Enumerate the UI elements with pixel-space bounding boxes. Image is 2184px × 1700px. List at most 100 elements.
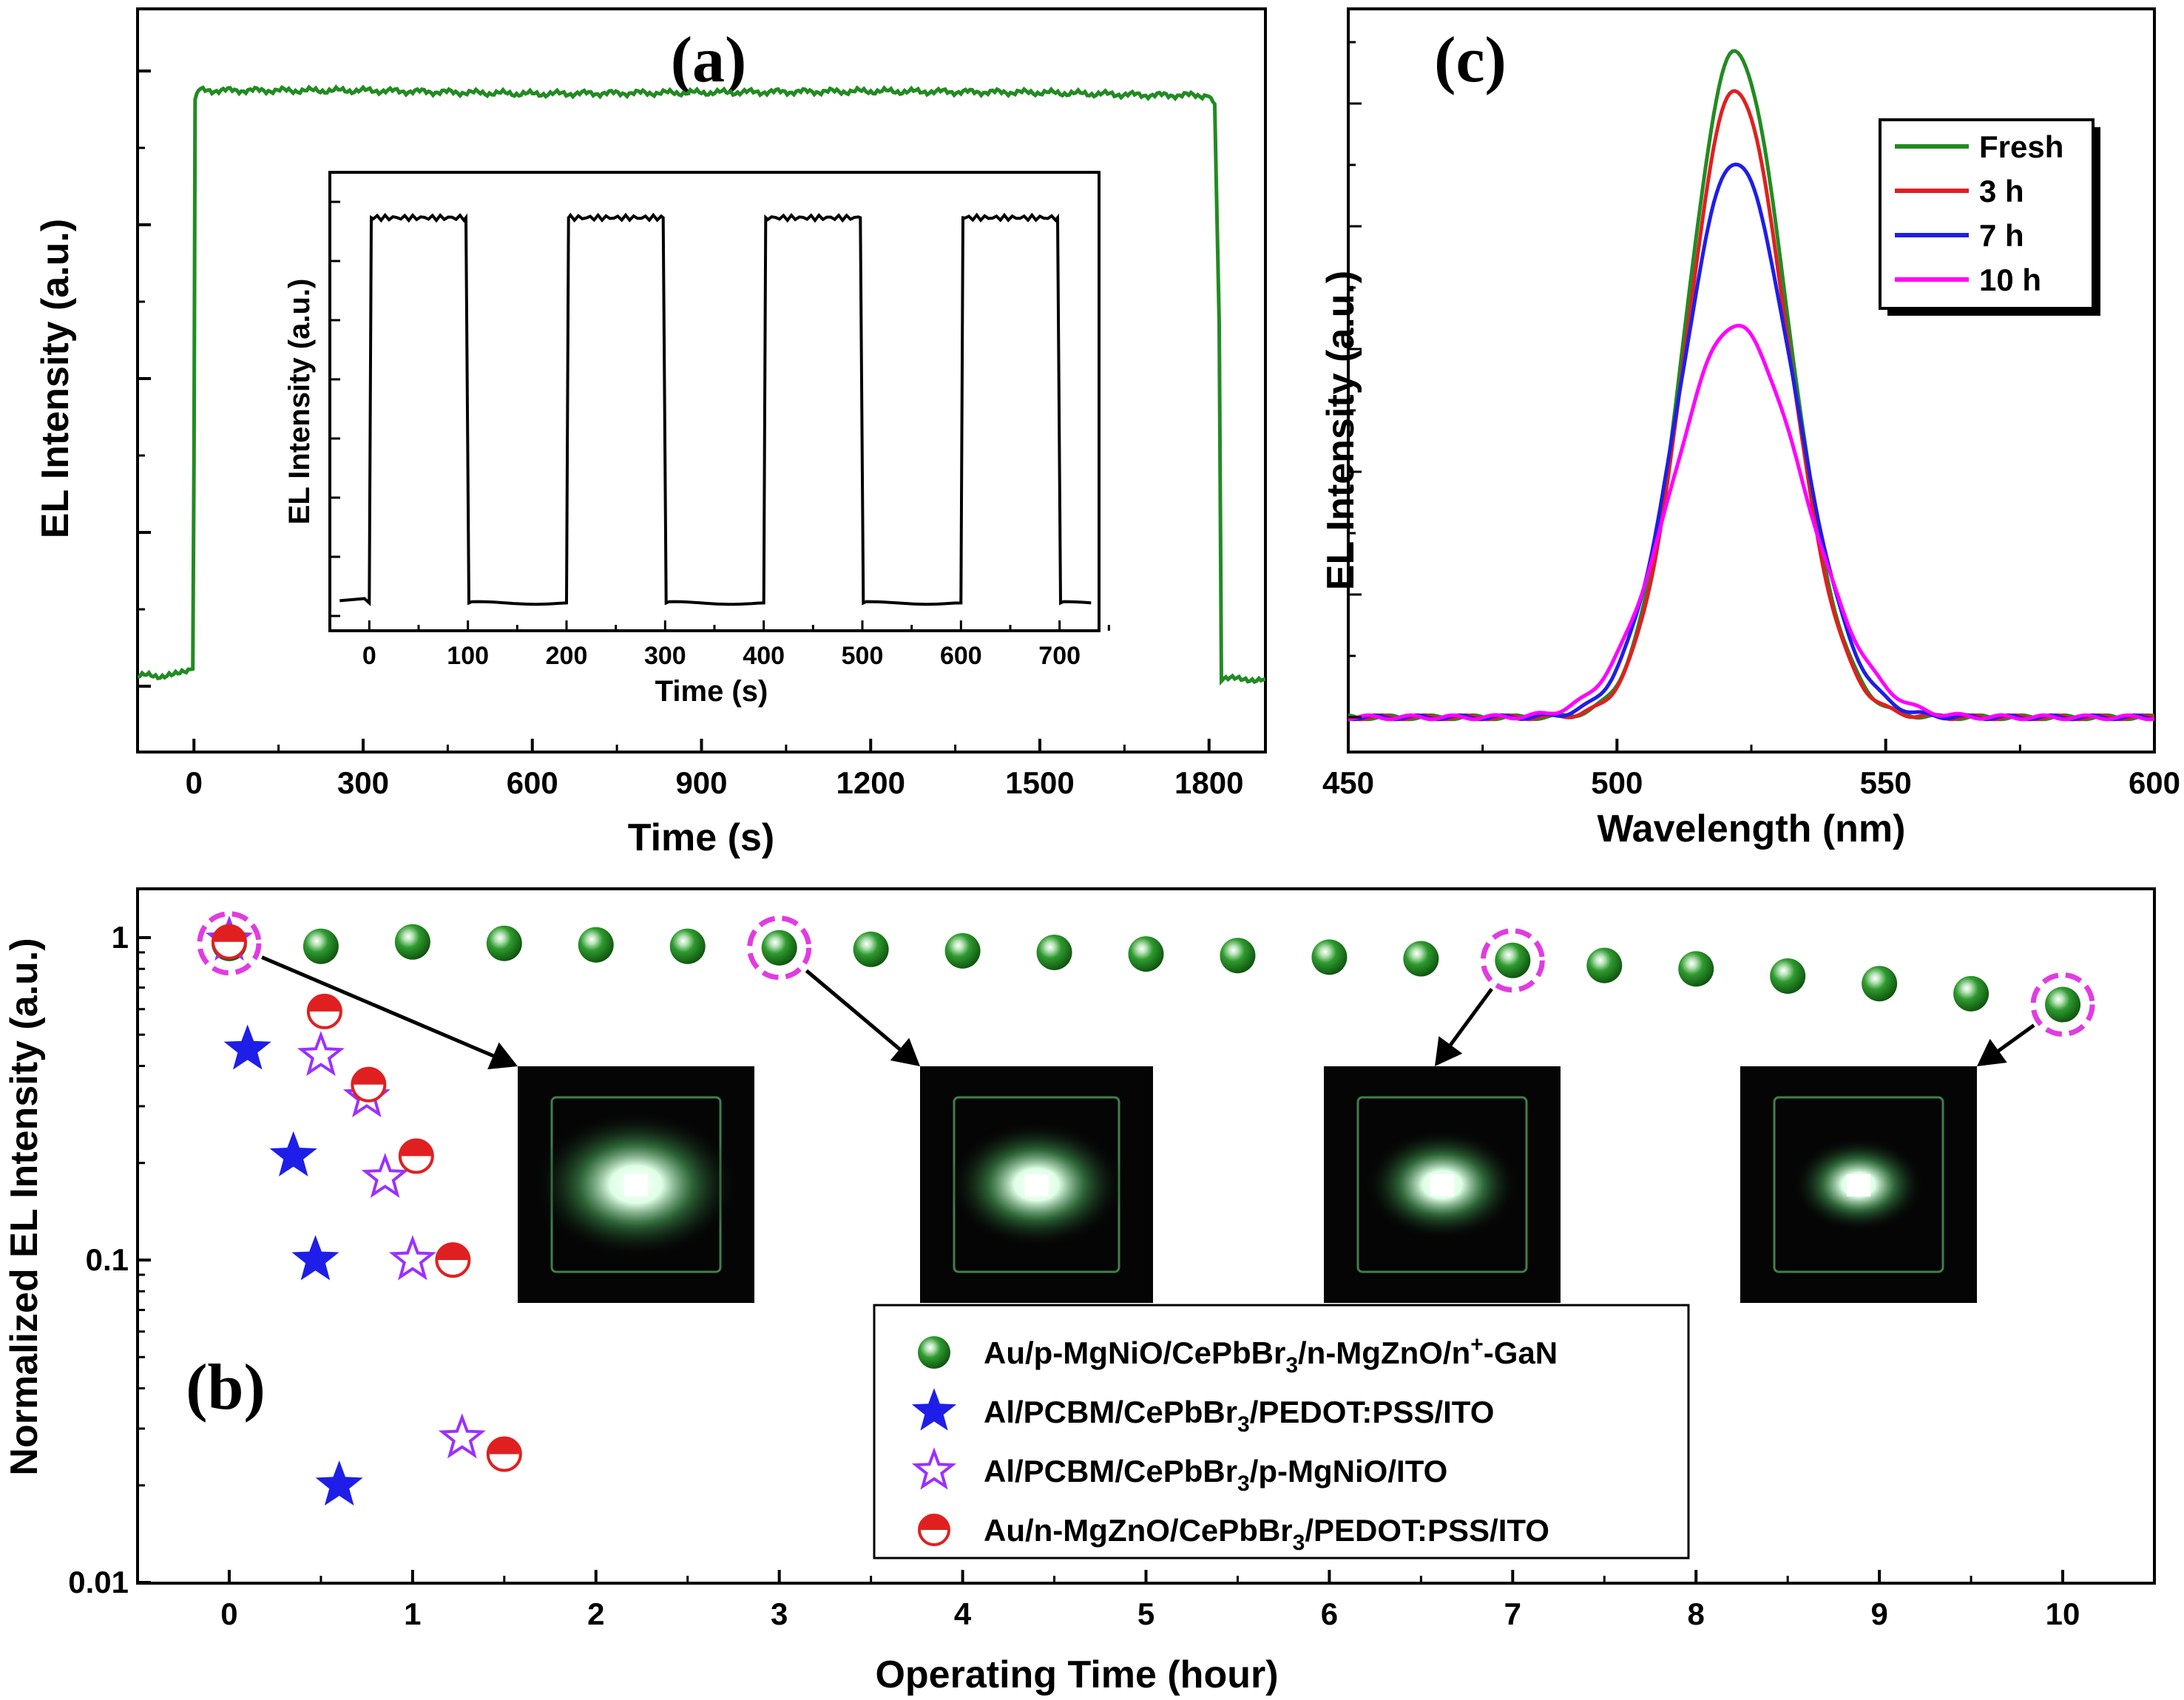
inset-xtick-label: 100 — [447, 642, 489, 670]
panel-c-series-3 — [1348, 323, 2154, 722]
legend-b-marker-0 — [918, 1336, 950, 1369]
legend-b-label-0: Au/p-MgNiO/CePbBr3/n-MgZnO/n+-GaN — [984, 1332, 1558, 1378]
inset-xtick-label: 500 — [842, 642, 884, 670]
point-0-12 — [1311, 939, 1348, 975]
photo-emitting-spot — [1024, 1174, 1049, 1196]
panel-b-xtick-label: 9 — [1870, 1596, 1887, 1631]
legend-b-sup: + — [1470, 1332, 1484, 1357]
point-3-2 — [351, 1066, 387, 1103]
legend-b-marker-3 — [918, 1514, 950, 1546]
device-photo-0 — [518, 1066, 754, 1303]
panel-b: (b) 0 1 2 3 4 5 6 7 8 9 10 0.01 0.1 1 Operating Time … — [3, 887, 2156, 1696]
arrow-shaft-2 — [1446, 987, 1493, 1050]
point-2-4 — [388, 1235, 436, 1281]
inset-xtick-label: 400 — [743, 642, 785, 670]
panel-b-ylabel: Normalized EL Intensity (a.u.) — [3, 938, 46, 1475]
point-3-3 — [398, 1138, 434, 1174]
half-circle-fill — [487, 1437, 521, 1455]
panel-b-xlabel: Operating Time (hour) — [875, 1653, 1278, 1696]
device-photo-3 — [1740, 1066, 1977, 1303]
legend-b-text: /PEDOT:PSS/ITO — [1250, 1395, 1495, 1429]
arrow-head-1 — [890, 1037, 920, 1066]
panel-b-xtick-label: 3 — [771, 1596, 788, 1631]
panel-c-xtick-label: 450 — [1322, 765, 1374, 800]
arrow-shaft-3 — [1993, 1023, 2035, 1055]
legend-label-2: 7 h — [1979, 218, 2024, 253]
panel-c: (c) 450 500 550 600 Wavelength (nm) EL Inte… — [1319, 7, 2180, 850]
panel-b-ytick-label: 1 — [112, 920, 129, 955]
point-0-17 — [1770, 958, 1806, 994]
point-3-1 — [306, 993, 342, 1029]
point-0-9 — [1036, 934, 1072, 970]
point-0-18 — [1862, 966, 1898, 1002]
panel-a-xtick-label: 300 — [337, 765, 389, 800]
half-circle-fill — [352, 1068, 385, 1085]
point-3-5 — [486, 1436, 522, 1472]
point-0-19 — [1953, 975, 1989, 1012]
legend-b-marker-2 — [911, 1447, 957, 1490]
legend-b-text: Au/n-MgZnO/CePbBr — [984, 1513, 1293, 1548]
panel-b-xtick-label: 2 — [587, 1596, 604, 1631]
panel-a: (a) 0 300 600 900 1200 1500 1800 Time (s) EL I… — [34, 7, 1267, 859]
point-0-8 — [944, 932, 981, 969]
point-0-2 — [394, 924, 430, 960]
point-0-13 — [1403, 941, 1439, 977]
point-0-6 — [761, 929, 797, 966]
legend-b-label-2: Al/PCBM/CePbBr3/p-MgNiO/ITO — [984, 1454, 1447, 1496]
legend-b-text: -GaN — [1484, 1335, 1558, 1370]
panel-a-label: (a) — [671, 24, 747, 96]
photo-substrate-outline — [1773, 1096, 1944, 1273]
legend-b-marker-1 — [911, 1388, 957, 1431]
panel-a-xtick-label: 0 — [186, 765, 203, 800]
highlight-circle-0h — [197, 911, 262, 976]
highlight-circle-7h — [1480, 928, 1545, 993]
legend-b-sub: 3 — [1237, 1472, 1250, 1496]
point-3-0 — [211, 924, 247, 960]
point-0-3 — [486, 925, 522, 961]
panel-a-xlabel: Time (s) — [628, 816, 774, 859]
legend-b-text: Au/p-MgNiO/CePbBr — [984, 1335, 1285, 1370]
panel-b-xtick-label: 1 — [404, 1596, 421, 1631]
inset-xlabel: Time (s) — [655, 675, 768, 708]
panel-a-xtick-label: 1500 — [1005, 765, 1074, 800]
highlight-circle-3h — [747, 915, 812, 981]
device-photo-2 — [1324, 1066, 1561, 1303]
panel-b-xtick-label: 4 — [954, 1596, 972, 1631]
point-0-5 — [669, 928, 706, 964]
legend-b-sub: 3 — [1293, 1531, 1305, 1555]
half-circle-fill — [919, 1515, 949, 1530]
point-0-14 — [1495, 942, 1531, 978]
arrow-head-2 — [1435, 1036, 1463, 1066]
panel-b-xtick-label: 7 — [1504, 1596, 1521, 1631]
panel-b-xtick-label: 8 — [1688, 1596, 1705, 1631]
arrow-head-3 — [1977, 1038, 2007, 1066]
panel-b-xtick-label: 0 — [220, 1596, 237, 1631]
panel-a-xtick-label: 1800 — [1174, 765, 1243, 800]
half-circle-fill — [212, 925, 246, 942]
panel-c-ylabel-visible: EL Intensity (a.u.) — [1319, 271, 1362, 590]
point-2-1 — [297, 1031, 345, 1077]
legend-label-0: Fresh — [1979, 129, 2063, 164]
legend-b-label-3: Au/n-MgZnO/CePbBr3/PEDOT:PSS/ITO — [984, 1513, 1549, 1555]
panel-b-label: (b) — [186, 1352, 266, 1423]
legend-b-label-1: Al/PCBM/CePbBr3/PEDOT:PSS/ITO — [984, 1395, 1494, 1437]
point-0-11 — [1220, 938, 1256, 974]
inset-ylabel: EL Intensity (a.u.) — [283, 279, 316, 525]
point-3-4 — [435, 1242, 471, 1278]
point-1-0 — [223, 1024, 271, 1070]
panel-a-ylabel: EL Intensity (a.u.) — [34, 219, 77, 538]
point-0-16 — [1678, 951, 1714, 987]
point-0-1 — [302, 928, 339, 964]
photo-substrate-outline — [1356, 1096, 1528, 1273]
legend-b-text: /p-MgNiO/ITO — [1250, 1454, 1448, 1489]
point-0-15 — [1586, 947, 1623, 983]
inset-xtick-label: 700 — [1038, 642, 1081, 670]
half-circle-fill — [436, 1244, 470, 1260]
panel-c-xlabel: Wavelength (nm) — [1598, 807, 1906, 850]
panel-b-xtick-label: 10 — [2046, 1596, 2080, 1631]
point-0-7 — [853, 931, 889, 967]
point-1-2 — [291, 1235, 339, 1281]
arrow-shaft-1 — [805, 969, 905, 1054]
point-0-10 — [1128, 936, 1164, 972]
